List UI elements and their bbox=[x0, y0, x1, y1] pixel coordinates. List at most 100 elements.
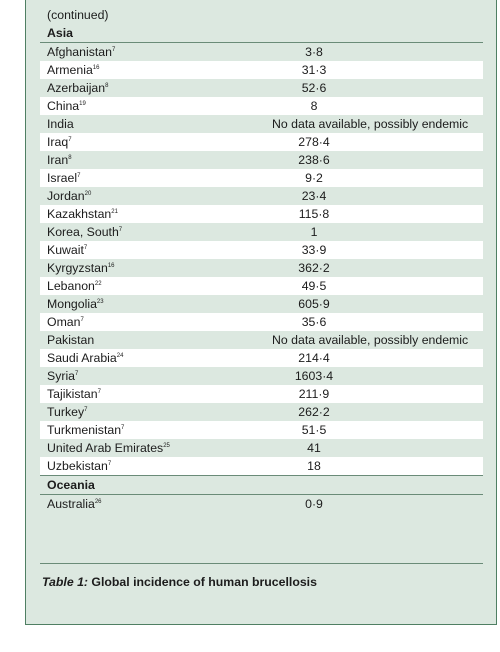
table-row: Uzbekistan7 18 bbox=[40, 457, 483, 475]
country-cell: Turkey7 bbox=[47, 403, 87, 421]
country-name: Iraq bbox=[47, 135, 69, 149]
country-name: Oman bbox=[47, 315, 81, 329]
table-panel: (continued) Asia Afghanistan7 3·8 Armenia16… bbox=[25, 0, 497, 625]
country-name: Jordan bbox=[47, 189, 85, 203]
country-cell: Mongolia23 bbox=[47, 295, 104, 313]
reference-superscript: 7 bbox=[83, 245, 88, 251]
continued-label: (continued) bbox=[47, 8, 109, 22]
reference-superscript: 25 bbox=[163, 443, 170, 449]
country-name: Israel bbox=[47, 171, 78, 185]
country-cell: India bbox=[47, 115, 74, 133]
table-row: Korea, South7 1 bbox=[40, 223, 483, 241]
reference-superscript: 7 bbox=[111, 47, 116, 53]
incidence-value: 31·3 bbox=[301, 63, 327, 77]
table-caption: Table 1: Global incidence of human bruce… bbox=[42, 575, 317, 589]
country-name: Turkmenistan bbox=[47, 423, 122, 437]
country-name: Tajikistan bbox=[47, 387, 98, 401]
country-name: Afghanistan bbox=[47, 45, 112, 59]
reference-superscript: 7 bbox=[84, 407, 88, 413]
country-cell: China19 bbox=[47, 97, 86, 115]
reference-superscript: 7 bbox=[107, 461, 112, 467]
incidence-value: 35·6 bbox=[301, 315, 327, 329]
incidence-table: (continued) Asia Afghanistan7 3·8 Armenia16… bbox=[40, 6, 483, 513]
reference-superscript: 22 bbox=[94, 281, 102, 287]
country-cell: Israel7 bbox=[47, 169, 80, 187]
table-row: Iran8 238·6 bbox=[40, 151, 483, 169]
reference-superscript: 19 bbox=[79, 101, 86, 107]
country-name: Saudi Arabia bbox=[47, 351, 117, 365]
region-heading: Asia bbox=[40, 24, 483, 43]
country-cell: Oman7 bbox=[47, 313, 84, 331]
country-cell: Jordan20 bbox=[47, 187, 91, 205]
table-row: Pakistan No data available, possibly ende… bbox=[40, 331, 483, 349]
table-row: Lebanon22 49·5 bbox=[40, 277, 483, 295]
table-row: Australia26 0·9 bbox=[40, 495, 483, 513]
country-name: United Arab Emirates bbox=[47, 441, 164, 455]
incidence-value: 115·8 bbox=[298, 207, 330, 221]
table-row: Saudi Arabia24 214·4 bbox=[40, 349, 483, 367]
reference-superscript: 23 bbox=[96, 299, 104, 305]
incidence-value: 262·2 bbox=[298, 405, 330, 419]
country-name: Armenia bbox=[47, 63, 93, 77]
table-row: China19 8 bbox=[40, 97, 483, 115]
reference-superscript: 16 bbox=[107, 263, 115, 269]
country-name: Uzbekistan bbox=[47, 459, 108, 473]
reference-superscript: 8 bbox=[68, 155, 72, 161]
table-row: Mongolia23 605·9 bbox=[40, 295, 483, 313]
country-name: Syria bbox=[47, 369, 76, 383]
incidence-value: 3·8 bbox=[305, 45, 323, 59]
table-row: United Arab Emirates25 41 bbox=[40, 439, 483, 457]
table-bottom-rule bbox=[40, 563, 483, 564]
incidence-value: 214·4 bbox=[298, 351, 330, 365]
country-cell: Azerbaijan8 bbox=[47, 79, 108, 97]
table-row: Oman7 35·6 bbox=[40, 313, 483, 331]
table-row: Iraq7 278·4 bbox=[40, 133, 483, 151]
reference-superscript: 16 bbox=[92, 65, 100, 71]
reference-superscript: 7 bbox=[97, 389, 101, 395]
table-row: Kazakhstan21 115·8 bbox=[40, 205, 483, 223]
table-row: Turkmenistan7 51·5 bbox=[40, 421, 483, 439]
incidence-value: 52·6 bbox=[301, 81, 327, 95]
country-cell: Iraq7 bbox=[47, 133, 72, 151]
country-cell: Korea, South7 bbox=[47, 223, 122, 241]
reference-superscript: 26 bbox=[94, 499, 102, 505]
incidence-value: 51·5 bbox=[301, 423, 327, 437]
country-cell: Tajikistan7 bbox=[47, 385, 101, 403]
country-name: Kazakhstan bbox=[47, 207, 112, 221]
reference-superscript: 7 bbox=[121, 425, 125, 431]
country-name: China bbox=[47, 99, 80, 113]
table-row: Turkey7 262·2 bbox=[40, 403, 483, 421]
table-row: Kyrgyzstan16 362·2 bbox=[40, 259, 483, 277]
incidence-value: 9·2 bbox=[305, 171, 323, 185]
country-cell: Kuwait7 bbox=[47, 241, 87, 259]
incidence-value: 0·9 bbox=[305, 497, 323, 511]
incidence-value: 23·4 bbox=[301, 189, 327, 203]
country-name: India bbox=[47, 117, 74, 131]
incidence-value: 8 bbox=[310, 99, 318, 113]
country-name: Mongolia bbox=[47, 297, 97, 311]
incidence-value: 41 bbox=[307, 441, 321, 455]
country-name: Lebanon bbox=[47, 279, 95, 293]
table-row: Jordan20 23·4 bbox=[40, 187, 483, 205]
country-name: Korea, South bbox=[47, 225, 119, 239]
incidence-value: 278·4 bbox=[298, 135, 330, 149]
table-row: Syria7 1603·4 bbox=[40, 367, 483, 385]
country-cell: Turkmenistan7 bbox=[47, 421, 124, 439]
incidence-value: 211·9 bbox=[298, 387, 330, 401]
country-cell: Afghanistan7 bbox=[47, 43, 115, 61]
country-cell: Kyrgyzstan16 bbox=[47, 259, 115, 277]
incidence-value: No data available, possibly endemic bbox=[272, 333, 469, 347]
table-row: Israel7 9·2 bbox=[40, 169, 483, 187]
reference-superscript: 7 bbox=[77, 173, 81, 179]
country-cell: Pakistan bbox=[47, 331, 94, 349]
country-cell: United Arab Emirates25 bbox=[47, 439, 170, 457]
table-row: Tajikistan7 211·9 bbox=[40, 385, 483, 403]
region-heading: Oceania bbox=[40, 475, 483, 495]
country-name: Turkey bbox=[47, 405, 85, 419]
reference-superscript: 21 bbox=[111, 209, 118, 215]
caption-text: Global incidence of human brucellosis bbox=[88, 575, 317, 589]
reference-superscript: 7 bbox=[118, 227, 123, 233]
country-name: Kyrgyzstan bbox=[47, 261, 108, 275]
incidence-value: 49·5 bbox=[301, 279, 327, 293]
country-cell: Armenia16 bbox=[47, 61, 99, 79]
